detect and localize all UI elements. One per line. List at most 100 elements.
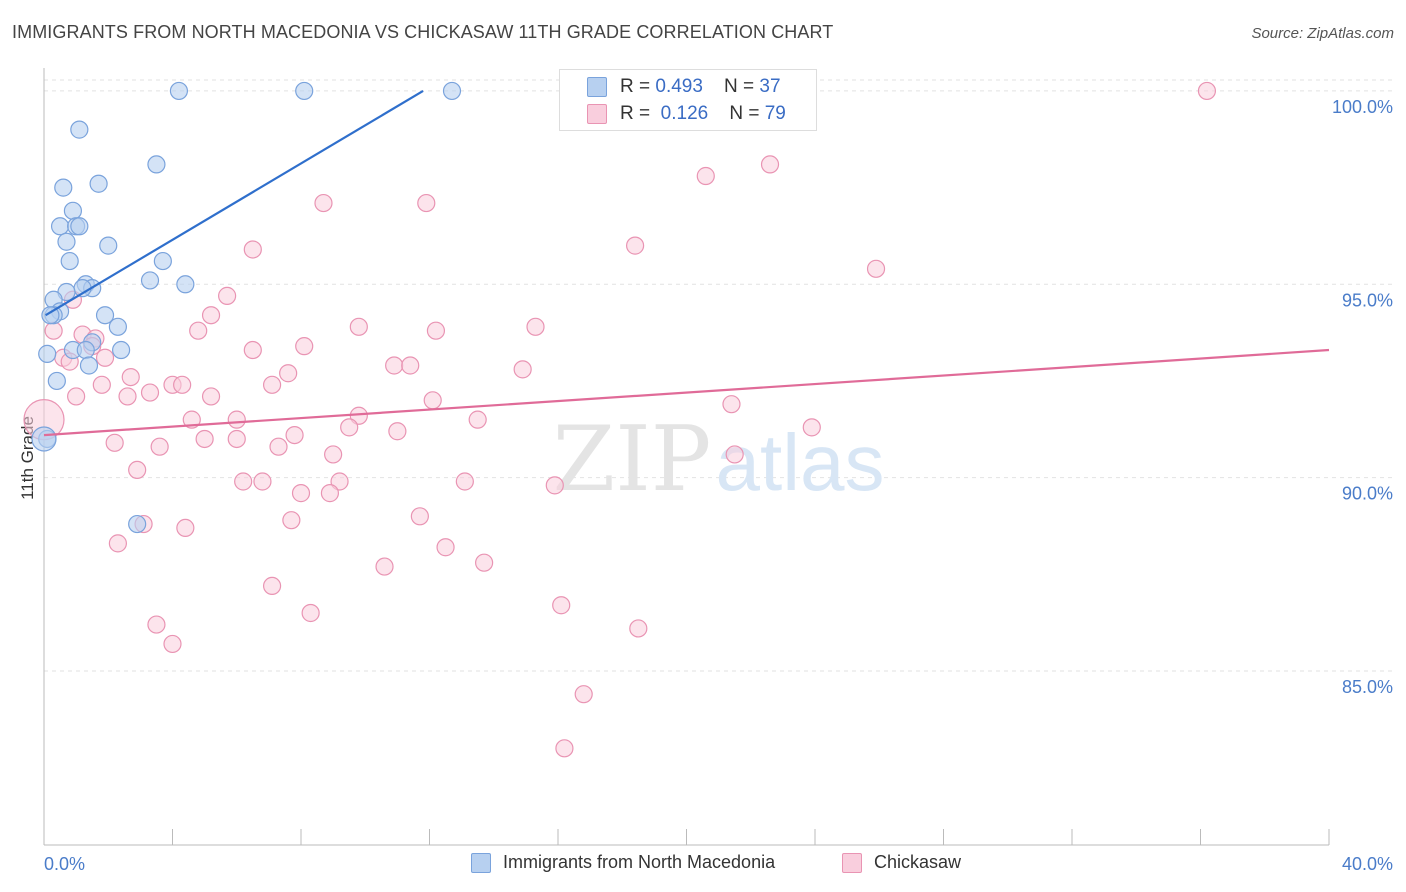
chickasaw-point: [201, 387, 221, 406]
chickasaw-point: [218, 286, 237, 305]
chickasaw-point: [301, 603, 320, 623]
axes: [43, 68, 1330, 846]
macedonia-point: [111, 340, 131, 360]
bottom-legend-label: Chickasaw: [874, 852, 962, 872]
chickasaw-point: [234, 472, 253, 491]
chickasaw-point: [201, 306, 221, 325]
chickasaw-point: [282, 511, 301, 530]
watermark: ZIP atlas: [553, 407, 885, 512]
chickasaw-point: [195, 429, 214, 449]
legend-n-value: 79: [764, 103, 786, 124]
grid-lines: [44, 79, 1394, 672]
chickasaw-point: [253, 472, 272, 491]
chickasaw-point: [121, 367, 140, 387]
macedonia-point: [176, 275, 195, 294]
chickasaw-point: [802, 418, 821, 437]
chickasaw-point: [417, 193, 436, 213]
chickasaw-point: [625, 236, 645, 255]
stats-legend: R = 0.493 N = 37 R = 0.126 N = 79: [559, 69, 817, 131]
chickasaw-point: [189, 321, 208, 340]
macedonia-point: [95, 306, 115, 325]
chickasaw-point: [513, 360, 532, 379]
macedonia-point: [442, 81, 462, 101]
chickasaw-trend-line: [43, 348, 1330, 437]
y-tick-label: 85.0%: [1342, 677, 1393, 697]
series-chickasaw: [23, 81, 1217, 758]
legend-n-label: N =: [729, 103, 765, 124]
chickasaw-point: [118, 387, 137, 406]
watermark-atlas: atlas: [716, 418, 885, 507]
bottom-legend-label: Immigrants from North Macedonia: [503, 852, 776, 872]
legend-swatch-macedonia: [587, 77, 607, 97]
legend-swatch-chickasaw: [587, 104, 607, 124]
trend-lines: [43, 89, 1330, 437]
chickasaw-point: [262, 375, 282, 394]
macedonia-point: [128, 514, 147, 534]
chickasaw-point: [320, 484, 340, 503]
chickasaw-point: [314, 193, 333, 213]
macedonia-point: [108, 317, 127, 336]
chickasaw-point: [291, 484, 311, 503]
chickasaw-point: [147, 615, 166, 634]
chickasaw-point: [475, 553, 494, 572]
macedonia-point: [63, 201, 83, 220]
legend-n-value: 37: [759, 76, 781, 97]
chickasaw-point: [176, 518, 195, 538]
macedonia-point: [47, 371, 66, 391]
macedonia-point: [89, 174, 108, 193]
chickasaw-point: [279, 364, 298, 383]
chickasaw-point: [173, 375, 192, 394]
chickasaw-point: [725, 445, 744, 464]
series-macedonia: [31, 81, 462, 534]
chickasaw-point: [526, 317, 545, 336]
chickasaw-point: [182, 410, 201, 429]
chickasaw-point: [423, 391, 442, 410]
macedonia-point: [38, 344, 57, 363]
macedonia-point: [79, 356, 99, 375]
y-tick-label: 95.0%: [1342, 290, 1393, 310]
macedonia-point: [60, 251, 79, 271]
chickasaw-point: [243, 340, 262, 360]
macedonia-point: [169, 81, 189, 101]
macedonia-point: [140, 271, 160, 290]
legend-r-label: R =: [620, 103, 656, 124]
chickasaw-point: [545, 476, 564, 495]
chart-title: IMMIGRANTS FROM NORTH MACEDONIA VS CHICK…: [12, 22, 834, 42]
source-label: Source: ZipAtlas.com: [1251, 25, 1394, 42]
bottom-legend-macedonia: Immigrants from North Macedonia: [471, 852, 775, 873]
chickasaw-point: [92, 375, 111, 394]
chickasaw-point: [760, 155, 780, 174]
chickasaw-point: [128, 460, 147, 480]
y-tick-label: 90.0%: [1342, 484, 1393, 504]
macedonia-point: [50, 217, 70, 236]
watermark-zip: ZIP: [553, 407, 712, 512]
chickasaw-point: [375, 557, 394, 576]
chickasaw-point: [468, 410, 487, 429]
chickasaw-point: [401, 356, 420, 375]
macedonia-point: [57, 232, 76, 251]
macedonia-point: [153, 251, 172, 271]
x-tick-label: 0.0%: [44, 854, 85, 874]
chickasaw-point: [140, 383, 160, 402]
macedonia-point: [76, 340, 95, 360]
macedonia-point: [54, 178, 73, 197]
chickasaw-point: [349, 317, 368, 336]
legend-r-value: 0.126: [660, 103, 709, 124]
chickasaw-point: [269, 437, 288, 456]
bottom-swatch-macedonia: [471, 852, 491, 873]
chickasaw-point: [95, 348, 115, 367]
chickasaw-point: [105, 433, 124, 452]
tick-labels: 85.0% 90.0% 95.0% 100.0% 0.0% 40.0%: [44, 97, 1393, 874]
macedonia-point: [31, 426, 57, 452]
chickasaw-point: [67, 387, 86, 406]
chickasaw-point: [227, 410, 246, 429]
chickasaw-point: [44, 321, 63, 340]
chickasaw-point: [410, 507, 429, 526]
chickasaw-point: [150, 437, 169, 456]
macedonia-point: [99, 236, 118, 255]
chickasaw-point: [295, 337, 314, 356]
legend-n-label: N =: [724, 76, 760, 97]
chickasaw-point: [330, 472, 349, 491]
legend-r-label: R =: [620, 76, 656, 97]
